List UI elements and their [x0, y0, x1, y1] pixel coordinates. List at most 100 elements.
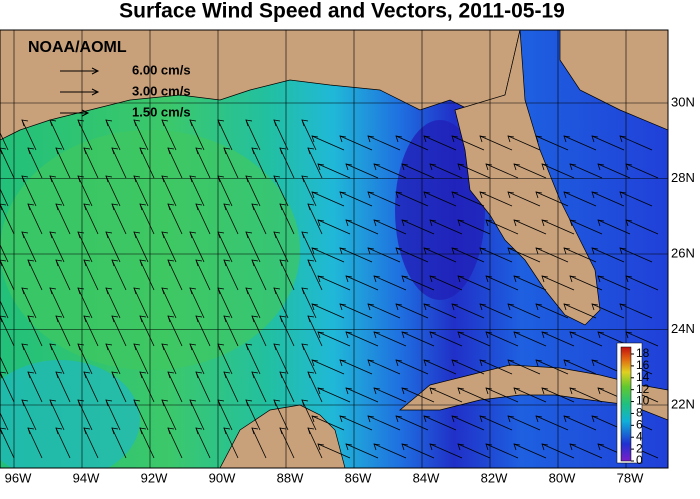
- wind-vector-head: [27, 259, 35, 267]
- wind-vector: [513, 331, 547, 347]
- wind-vector-head: [373, 443, 381, 451]
- wind-vector-head: [245, 119, 253, 127]
- wind-vector: [619, 191, 653, 207]
- wind-vector: [251, 371, 267, 403]
- lat-label: 26N: [671, 245, 695, 260]
- wind-vector-head: [507, 135, 515, 143]
- wind-vector-head: [339, 415, 347, 423]
- wind-vector: [317, 163, 351, 179]
- colorbar-tick-label: 8: [636, 406, 643, 420]
- wind-vector-head: [569, 443, 577, 451]
- wind-vector-head: [535, 415, 543, 423]
- wind-vector: [345, 387, 379, 403]
- wind-vector: [77, 119, 93, 151]
- wind-vector: [0, 131, 9, 151]
- wind-vector: [279, 315, 295, 347]
- wind-vector: [55, 315, 71, 347]
- wind-vector: [161, 231, 177, 263]
- wind-vector-head: [161, 343, 169, 351]
- wind-vector: [479, 247, 513, 263]
- wind-vector: [485, 163, 519, 179]
- wind-vector-head: [451, 191, 459, 199]
- wind-vector-head: [49, 399, 57, 407]
- wind-vector: [189, 175, 205, 207]
- wind-vector: [49, 119, 65, 151]
- wind-vector-head: [251, 147, 259, 155]
- wind-vector: [83, 371, 99, 403]
- wind-vector-head: [401, 163, 409, 171]
- wind-vector-head: [619, 247, 627, 255]
- wind-vector: [563, 415, 597, 431]
- wind-vector: [279, 259, 295, 291]
- wind-vector-head: [373, 219, 381, 227]
- wind-vector-head: [507, 303, 515, 311]
- wind-vector-head: [21, 343, 29, 351]
- wind-vector-head: [317, 387, 325, 395]
- wind-vector: [307, 203, 323, 235]
- wind-vector: [139, 315, 155, 347]
- wind-vector-head: [273, 175, 281, 183]
- wind-vector: [307, 371, 323, 403]
- wind-vector: [513, 219, 547, 235]
- wind-vector: [367, 191, 401, 207]
- wind-vector-head: [167, 147, 175, 155]
- wind-vector: [195, 315, 211, 347]
- wind-vector: [569, 163, 603, 179]
- wind-vector: [0, 299, 9, 319]
- wind-vector-head: [189, 119, 197, 127]
- wind-vector: [457, 331, 491, 347]
- wind-vector-head: [513, 275, 521, 283]
- wind-vector: [339, 191, 373, 207]
- wind-vector: [339, 303, 373, 319]
- wind-vector: [457, 219, 491, 235]
- colorbar-tick-label: 14: [636, 370, 650, 384]
- wind-vector-head: [139, 147, 147, 155]
- wind-vector: [485, 331, 519, 347]
- wind-vector-head: [301, 231, 309, 239]
- wind-vector: [401, 163, 435, 179]
- wind-vector-head: [49, 175, 57, 183]
- wind-vector-head: [311, 415, 319, 423]
- wind-vector-head: [479, 247, 487, 255]
- colorbar: [620, 346, 632, 462]
- wind-vector: [429, 163, 463, 179]
- wind-vector-head: [245, 343, 253, 351]
- wind-vector-head: [591, 303, 599, 311]
- lon-label: 78W: [617, 470, 644, 485]
- wind-vector: [83, 203, 99, 235]
- wind-vector: [535, 359, 569, 375]
- wind-vector-head: [21, 231, 29, 239]
- wind-vector: [245, 343, 261, 375]
- wind-vector: [401, 331, 435, 347]
- wind-vector-head: [535, 359, 543, 367]
- wind-vector-head: [111, 203, 119, 211]
- wind-vector-head: [569, 275, 577, 283]
- wind-vector-head: [105, 287, 113, 295]
- wind-vector: [167, 315, 183, 347]
- wind-vector-head: [591, 135, 599, 143]
- wind-vector-head: [161, 287, 169, 295]
- wind-vector-head: [167, 203, 175, 211]
- wind-vector: [311, 247, 345, 263]
- wind-vector-head: [535, 135, 543, 143]
- wind-vector: [479, 303, 513, 319]
- wind-vector-head: [423, 415, 431, 423]
- wind-vector-head: [345, 443, 353, 451]
- wind-vector-head: [49, 343, 57, 351]
- wind-vector-head: [591, 247, 599, 255]
- wind-vector: [457, 275, 491, 291]
- wind-vector-head: [139, 259, 147, 267]
- wind-vector-head: [345, 331, 353, 339]
- wind-vector-head: [133, 119, 141, 127]
- wind-vector: [457, 163, 491, 179]
- wind-vector: [0, 371, 15, 403]
- wind-vector: [307, 259, 323, 291]
- wind-vector: [223, 315, 239, 347]
- wind-vector: [339, 415, 373, 431]
- agency-label: NOAA/AOML: [28, 39, 127, 56]
- wind-vector: [161, 175, 177, 207]
- wind-vector: [429, 331, 463, 347]
- wind-vector-head: [223, 147, 231, 155]
- wind-vector-head: [83, 427, 91, 435]
- wind-vector-head: [513, 219, 521, 227]
